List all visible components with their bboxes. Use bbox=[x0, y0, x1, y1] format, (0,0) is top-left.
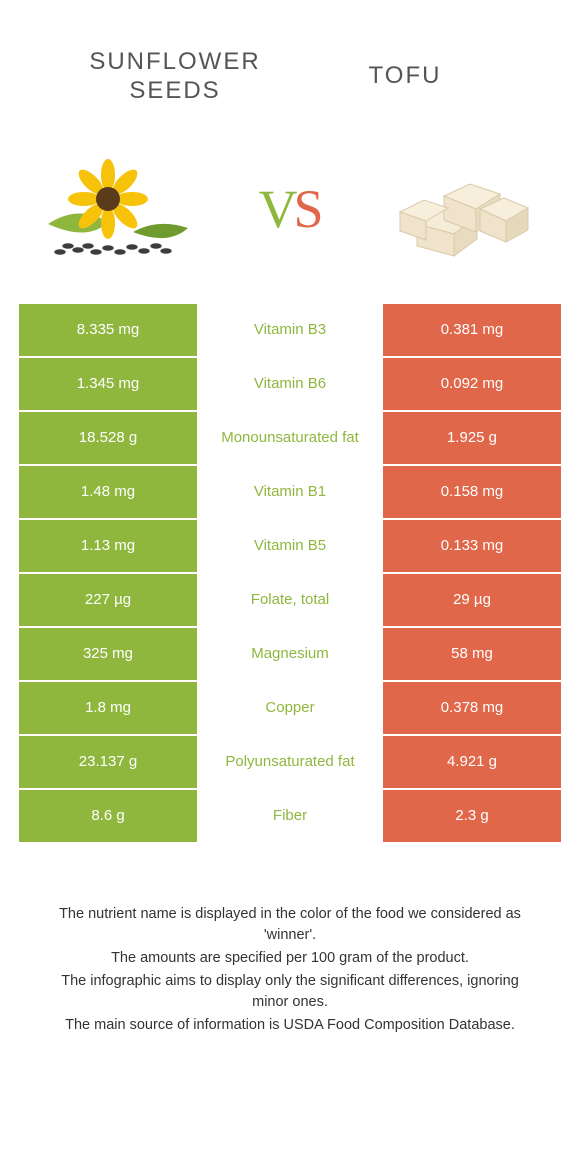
footer-notes: The nutrient name is displayed in the co… bbox=[0, 844, 580, 1036]
nutrient-name-cell: Vitamin B1 bbox=[197, 466, 383, 518]
right-value-cell: 1.925 g bbox=[383, 412, 561, 464]
sunflower-seeds-image bbox=[38, 154, 198, 264]
right-value-cell: 0.133 mg bbox=[383, 520, 561, 572]
tofu-image bbox=[382, 154, 542, 264]
left-value-cell: 8.6 g bbox=[19, 790, 197, 842]
right-food-title: TOFU bbox=[290, 62, 520, 91]
left-value-cell: 1.13 mg bbox=[19, 520, 197, 572]
table-row: 1.13 mgVitamin B50.133 mg bbox=[19, 520, 561, 574]
nutrient-name-cell: Fiber bbox=[197, 790, 383, 842]
nutrient-name-cell: Vitamin B6 bbox=[197, 358, 383, 410]
right-value-cell: 0.381 mg bbox=[383, 304, 561, 356]
right-value-cell: 4.921 g bbox=[383, 736, 561, 788]
left-value-cell: 18.528 g bbox=[19, 412, 197, 464]
vs-label: VS bbox=[258, 178, 321, 240]
right-value-cell: 58 mg bbox=[383, 628, 561, 680]
left-value-cell: 8.335 mg bbox=[19, 304, 197, 356]
table-row: 1.8 mgCopper0.378 mg bbox=[19, 682, 561, 736]
nutrient-name-cell: Polyunsaturated fat bbox=[197, 736, 383, 788]
nutrient-name-cell: Monounsaturated fat bbox=[197, 412, 383, 464]
left-value-cell: 1.345 mg bbox=[19, 358, 197, 410]
left-value-cell: 23.137 g bbox=[19, 736, 197, 788]
left-value-cell: 325 mg bbox=[19, 628, 197, 680]
footer-line: The infographic aims to display only the… bbox=[42, 971, 538, 1013]
vs-s: S bbox=[293, 178, 321, 240]
comparison-table: 8.335 mgVitamin B30.381 mg1.345 mgVitami… bbox=[19, 304, 561, 844]
table-row: 325 mgMagnesium58 mg bbox=[19, 628, 561, 682]
vs-v: V bbox=[258, 178, 295, 240]
tofu-icon bbox=[382, 154, 542, 264]
right-value-cell: 0.378 mg bbox=[383, 682, 561, 734]
left-value-cell: 1.48 mg bbox=[19, 466, 197, 518]
table-row: 18.528 gMonounsaturated fat1.925 g bbox=[19, 412, 561, 466]
footer-line: The amounts are specified per 100 gram o… bbox=[42, 948, 538, 969]
table-row: 227 µgFolate, total29 µg bbox=[19, 574, 561, 628]
right-value-cell: 2.3 g bbox=[383, 790, 561, 842]
nutrient-name-cell: Magnesium bbox=[197, 628, 383, 680]
table-row: 1.345 mgVitamin B60.092 mg bbox=[19, 358, 561, 412]
titles-row: SUNFLOWER SEEDS TOFU bbox=[0, 0, 580, 126]
table-row: 8.6 gFiber2.3 g bbox=[19, 790, 561, 844]
infographic-root: SUNFLOWER SEEDS TOFU bbox=[0, 0, 580, 1036]
nutrient-name-cell: Vitamin B5 bbox=[197, 520, 383, 572]
right-value-cell: 0.092 mg bbox=[383, 358, 561, 410]
nutrient-name-cell: Folate, total bbox=[197, 574, 383, 626]
right-value-cell: 0.158 mg bbox=[383, 466, 561, 518]
right-value-cell: 29 µg bbox=[383, 574, 561, 626]
nutrient-name-cell: Copper bbox=[197, 682, 383, 734]
nutrient-name-cell: Vitamin B3 bbox=[197, 304, 383, 356]
left-value-cell: 1.8 mg bbox=[19, 682, 197, 734]
table-row: 23.137 gPolyunsaturated fat4.921 g bbox=[19, 736, 561, 790]
hero-row: VS bbox=[0, 126, 580, 304]
left-value-cell: 227 µg bbox=[19, 574, 197, 626]
table-row: 1.48 mgVitamin B10.158 mg bbox=[19, 466, 561, 520]
left-food-title: SUNFLOWER SEEDS bbox=[60, 48, 290, 106]
table-row: 8.335 mgVitamin B30.381 mg bbox=[19, 304, 561, 358]
footer-line: The main source of information is USDA F… bbox=[42, 1015, 538, 1036]
sunflower-icon bbox=[38, 154, 198, 264]
footer-line: The nutrient name is displayed in the co… bbox=[42, 904, 538, 946]
